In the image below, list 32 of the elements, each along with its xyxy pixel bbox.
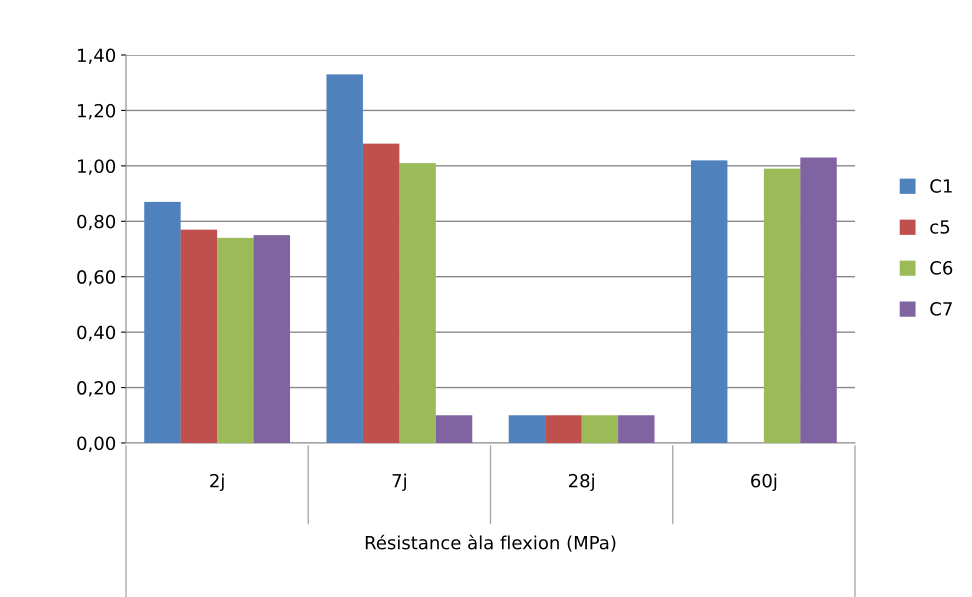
bar (326, 74, 363, 443)
bar (582, 415, 618, 443)
legend-label: C7 (930, 302, 952, 316)
legend-label: c5 (930, 220, 950, 234)
bar (690, 160, 728, 443)
bar (362, 144, 400, 443)
bar (508, 415, 546, 443)
bar (436, 415, 472, 443)
bar (254, 235, 290, 443)
x-tick-label: 2j (210, 474, 224, 492)
y-tick-label: 1,40 (78, 48, 116, 64)
x-axis-title: Résistance àla flexion (MPa) (366, 534, 616, 552)
bar (399, 163, 436, 443)
bar (764, 168, 800, 443)
bar (800, 158, 837, 443)
y-tick-label: 1,00 (78, 159, 116, 175)
y-tick-label: 0,20 (77, 381, 116, 397)
y-tick-label: 0,40 (77, 326, 116, 342)
x-tick-label: 28j (568, 474, 594, 492)
y-tick-label: 0,00 (77, 436, 116, 452)
bar (217, 238, 254, 443)
bar (180, 230, 218, 443)
y-tick-label: 0,80 (77, 214, 116, 230)
y-tick-label: 0,60 (77, 270, 116, 286)
bar (618, 415, 655, 443)
legend-label: C6 (930, 261, 952, 275)
y-tick-label: 1,20 (78, 104, 116, 120)
x-tick-label: 7j (392, 474, 406, 492)
legend-label: C1 (930, 179, 952, 193)
x-tick-label: 60j (751, 474, 776, 492)
bar (144, 202, 181, 443)
bar (545, 415, 582, 443)
